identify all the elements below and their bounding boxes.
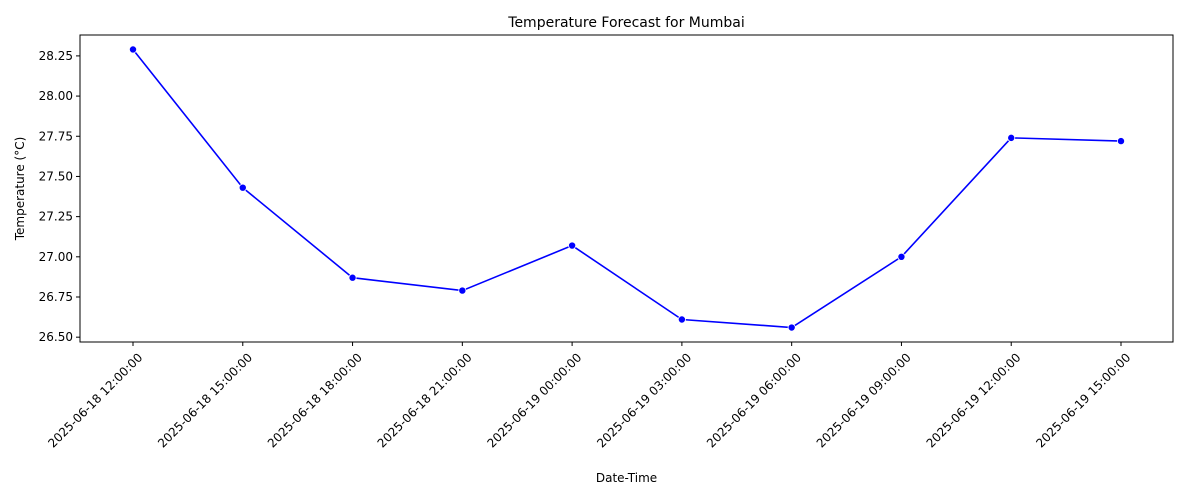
x-tick-label: 2025-06-18 21:00:00 [375, 350, 475, 450]
y-axis: 26.50 26.75 27.00 27.25 27.50 27.75 28.00 28.25 [39, 49, 80, 344]
x-tick-label: 2025-06-19 12:00:00 [924, 350, 1024, 450]
y-tick-label: 27.00 [39, 250, 73, 264]
y-tick-label: 27.50 [39, 169, 73, 183]
data-point [458, 286, 467, 295]
x-tick-label: 2025-06-19 09:00:00 [814, 350, 914, 450]
x-tick-label: 2025-06-18 15:00:00 [155, 350, 255, 450]
data-point [348, 273, 357, 282]
data-point [238, 183, 247, 192]
chart-title: Temperature Forecast for Mumbai [507, 15, 744, 31]
x-tick-label: 2025-06-19 06:00:00 [704, 350, 804, 450]
temperature-series-line [132, 48, 1122, 329]
y-tick-label: 26.50 [39, 330, 73, 344]
x-tick-label: 2025-06-18 18:00:00 [265, 350, 365, 450]
y-axis-title: Temperature (°C) [13, 137, 27, 242]
data-point [128, 45, 137, 54]
data-point [677, 315, 686, 324]
plot-area-frame [79, 34, 1174, 343]
x-axis: 2025-06-18 12:00:00 2025-06-18 15:00:00 20… [45, 342, 1133, 450]
data-point [568, 241, 577, 250]
x-tick-label: 2025-06-19 15:00:00 [1033, 350, 1133, 450]
x-tick-label: 2025-06-19 00:00:00 [484, 350, 584, 450]
data-point [1007, 133, 1016, 142]
temperature-series-points [128, 45, 1126, 332]
x-tick-label: 2025-06-18 12:00:00 [45, 350, 145, 450]
y-tick-label: 27.75 [39, 129, 73, 143]
y-tick-label: 27.25 [39, 210, 73, 224]
data-point [1117, 137, 1126, 146]
data-point [787, 323, 796, 332]
y-tick-label: 28.25 [39, 49, 73, 63]
x-axis-title: Date-Time [596, 471, 657, 485]
y-tick-label: 28.00 [39, 89, 73, 103]
x-tick-label: 2025-06-19 03:00:00 [594, 350, 694, 450]
data-point [897, 252, 906, 261]
y-tick-label: 26.75 [39, 290, 73, 304]
